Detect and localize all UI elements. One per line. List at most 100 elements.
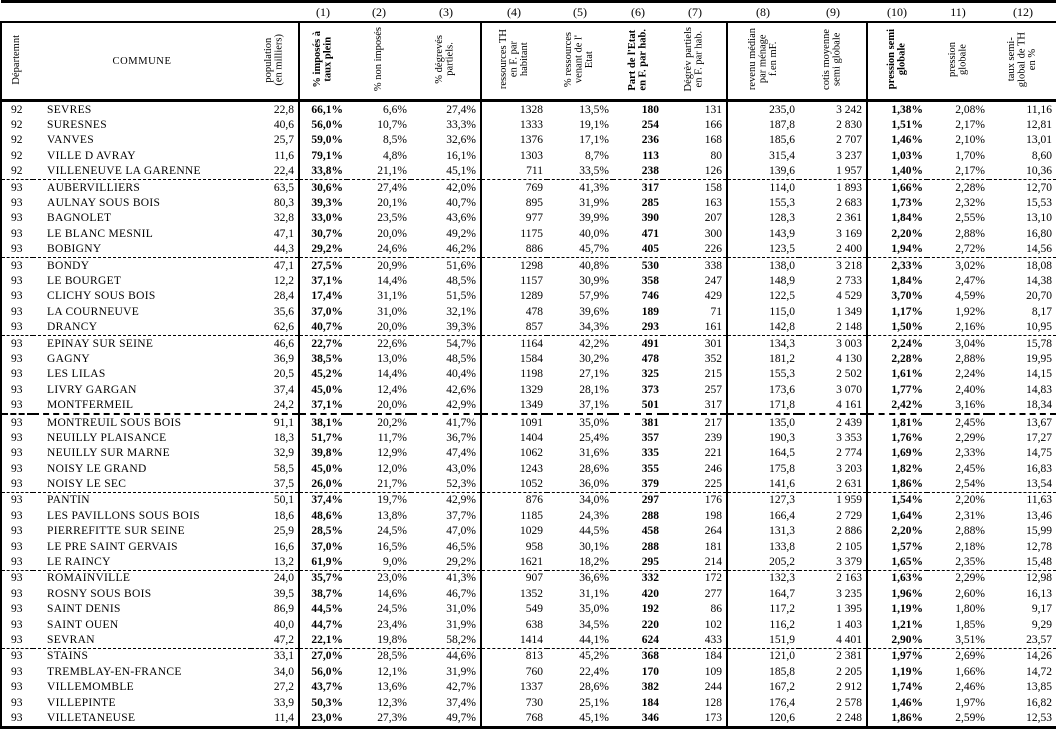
cell-7: 126: [663, 163, 727, 180]
cell-10: 1,19%: [866, 664, 927, 680]
table-row: 93 LES PAVILLONS SOUS BOIS 18,6 48,6% 13,8% 3…: [0, 508, 1056, 524]
cell-population: 35,6: [273, 305, 294, 318]
cell-4: 1157: [480, 273, 547, 289]
cell-departement: 93: [0, 397, 33, 415]
cell-11: 2,32%: [955, 197, 985, 210]
cell-population: 11,6: [274, 149, 294, 162]
col-header-cotis-moyenne: cotis moyenne semi globale: [799, 21, 867, 102]
cell-8: 164,5: [726, 445, 799, 461]
colnum-dept: [1, 0, 33, 22]
cell-2: 31,1%: [377, 290, 407, 303]
cell-1: 23,0%: [298, 710, 347, 729]
cell-commune: BAGNOLET: [47, 212, 112, 225]
cell-departement: 93: [0, 616, 33, 633]
table-row: 93 STAINS 33,1 27,0% 28,5% 44,6% 813 45,2% 368 18…: [0, 648, 1056, 665]
cell-8: 171,8: [726, 397, 799, 415]
cell-5: 30,2%: [579, 352, 609, 365]
cell-12: 12,81: [989, 117, 1056, 133]
cell-12: 13,85: [989, 679, 1056, 695]
col-header-degrev-partiels: Dégrèv partiels en F. par hab.: [663, 21, 727, 102]
cell-3: 48,5%: [446, 274, 476, 287]
cell-4: 1414: [480, 632, 547, 649]
table-row: 93 LIVRY GARGAN 37,4 45,0% 12,4% 42,6% 1329 28,…: [0, 382, 1056, 398]
cell-5: 30,1%: [579, 540, 609, 553]
table-row: 92 VILLE D AVRAY 11,6 79,1% 4,8% 16,1% 1303 8,7…: [0, 148, 1056, 164]
table-row: 93 TREMBLAY-EN-FRANCE 34,0 56,0% 12,1% 31,9% 7…: [0, 664, 1056, 680]
cell-12: 15,53: [989, 195, 1056, 211]
cell-12: 14,26: [989, 648, 1056, 665]
cell-1: 43,7%: [298, 679, 347, 695]
cell-8: 139,6: [726, 163, 799, 180]
cell-5: 17,1%: [579, 134, 609, 147]
cell-1: 38,7%: [298, 586, 347, 602]
cell-7: 257: [704, 383, 722, 396]
cell-8: 185,8: [726, 664, 799, 680]
cell-7: 184: [704, 650, 722, 663]
cell-8: 235,0: [726, 100, 799, 118]
table-row: 93 PANTIN 50,1 37,4% 19,7% 42,9% 876 34,0% 297 17…: [0, 492, 1056, 509]
cell-4: 1621: [480, 554, 547, 571]
cell-4: 1328: [480, 100, 547, 118]
cell-12: 14,72: [989, 664, 1056, 680]
cell-3: 42,7%: [446, 681, 476, 694]
cell-departement: 93: [0, 366, 33, 383]
cell-3: 29,2%: [411, 554, 481, 571]
cell-1: 33,0%: [298, 210, 347, 227]
cell-3: 36,7%: [446, 431, 476, 444]
table-row: 93 BONDY 47,1 27,5% 20,9% 51,6% 1298 40,8% 530 33…: [0, 257, 1056, 274]
cell-4: 1298: [480, 257, 547, 274]
cell-5: 42,2%: [579, 337, 609, 350]
cell-4: 730: [480, 694, 547, 711]
cell-2: 12,0%: [377, 462, 407, 475]
cell-6: 530: [641, 259, 659, 272]
cell-8: 167,2: [726, 679, 799, 695]
cell-2: 23,0%: [377, 572, 407, 585]
cell-population: 25,7: [273, 134, 294, 147]
table-row: 93 NOISY LE SEC 37,5 26,0% 21,7% 52,3% 1052 36,…: [0, 476, 1056, 493]
cell-9: 2 439: [836, 416, 862, 429]
cell-11: 2,24%: [955, 368, 985, 381]
cell-5: 19,1%: [579, 119, 609, 132]
cell-11: 1,97%: [955, 696, 985, 709]
cell-6: 491: [641, 337, 659, 350]
cell-11: 1,85%: [955, 618, 985, 631]
cell-7: 166: [704, 119, 722, 132]
cell-11: 2,40%: [955, 383, 985, 396]
cell-departement: 93: [0, 273, 33, 289]
cell-8: 164,7: [726, 586, 799, 602]
cell-2: 20,2%: [377, 416, 407, 429]
cell-8: 134,3: [726, 335, 799, 352]
cell-8: 116,2: [726, 616, 799, 633]
cell-1: 45,0%: [298, 460, 347, 477]
cell-12: 10,95: [989, 319, 1056, 336]
cell-11: 2,20%: [955, 494, 985, 507]
table-row: 93 LA COURNEUVE 35,6 37,0% 31,0% 32,1% 478 39,6…: [0, 304, 1056, 320]
col-header-7-label: Dégrèv partiels en F. par hab.: [683, 27, 705, 92]
cell-7: 433: [663, 632, 727, 649]
cell-population: 32,8: [273, 212, 294, 225]
cell-12: 12,70: [989, 179, 1056, 196]
cell-7: 338: [704, 259, 722, 272]
cell-4: 769: [480, 179, 547, 196]
cell-9: 3 235: [836, 587, 862, 600]
cell-12: 11,16: [989, 100, 1056, 118]
cell-7: 86: [710, 603, 723, 616]
cell-2: 27,4%: [377, 181, 407, 194]
cell-11: 2,47%: [955, 274, 985, 287]
cell-2: 13,0%: [377, 352, 407, 365]
cell-8: 176,4: [726, 694, 799, 711]
cell-10: 1,66%: [866, 179, 927, 196]
cell-1: 26,0%: [298, 476, 347, 493]
cell-1: 35,7%: [298, 570, 347, 587]
cell-departement: 93: [0, 210, 33, 227]
cell-2: 21,1%: [347, 163, 411, 180]
cell-departement: 93: [0, 257, 33, 274]
cell-1: 37,0%: [298, 538, 347, 555]
cell-12: 11,63: [989, 492, 1056, 509]
cell-1: 37,1%: [298, 273, 347, 289]
cell-2: 14,4%: [377, 368, 407, 381]
cell-12: 16,13: [989, 586, 1056, 602]
cell-6: 236: [641, 134, 659, 147]
cell-10: 2,28%: [866, 351, 927, 367]
cell-9: 2 248: [799, 710, 867, 729]
